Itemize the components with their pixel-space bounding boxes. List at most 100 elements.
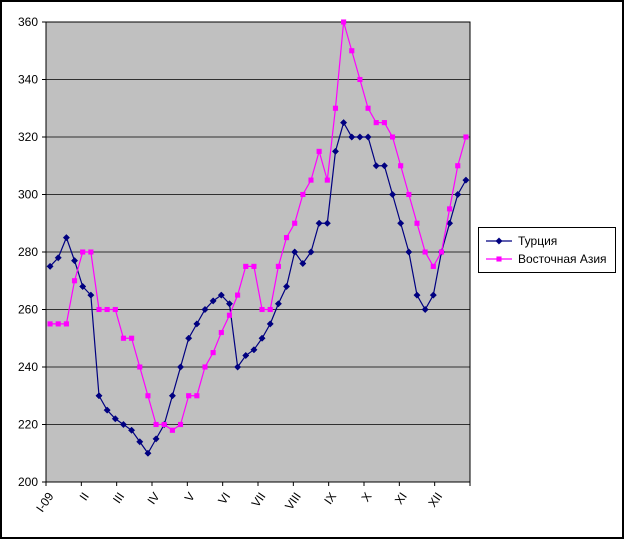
- data-point-marker: [348, 133, 356, 141]
- data-point-marker: [307, 248, 315, 256]
- data-point-marker: [430, 263, 436, 269]
- y-axis-label: 320: [18, 130, 38, 144]
- data-point-marker: [161, 421, 167, 428]
- data-point-marker: [209, 297, 217, 305]
- data-point-marker: [455, 163, 461, 169]
- y-axis-label: 280: [18, 245, 38, 259]
- data-point-marker: [422, 249, 428, 255]
- data-point-marker: [413, 291, 421, 299]
- data-point-marker: [46, 262, 54, 270]
- data-point-marker: [87, 291, 95, 299]
- series-0-line: [49, 121, 467, 455]
- data-point-marker: [274, 300, 282, 308]
- data-point-marker: [462, 176, 470, 184]
- data-point-marker: [71, 278, 78, 284]
- data-point-marker: [218, 329, 224, 336]
- data-point-marker: [341, 19, 347, 25]
- data-point-marker: [168, 392, 176, 400]
- y-axis-label: 200: [18, 475, 38, 489]
- data-point-marker: [414, 220, 420, 226]
- data-point-marker: [292, 220, 298, 226]
- data-point-marker: [463, 134, 469, 140]
- data-point-marker: [63, 321, 69, 327]
- data-point-marker: [275, 263, 281, 269]
- data-point-marker: [225, 300, 234, 308]
- data-point-marker: [299, 259, 307, 268]
- x-axis-label: III: [110, 490, 127, 506]
- data-point-marker: [47, 321, 53, 327]
- data-point-marker: [242, 351, 250, 360]
- data-point-marker: [70, 257, 79, 265]
- x-axis-label: VII: [249, 490, 269, 510]
- data-point-marker: [145, 393, 151, 399]
- data-point-marker: [388, 190, 397, 199]
- y-axis-label: 360: [18, 15, 38, 29]
- data-point-marker: [380, 162, 388, 170]
- data-point-marker: [226, 312, 233, 318]
- data-point-marker: [234, 363, 242, 371]
- data-point-marker: [332, 105, 339, 111]
- data-point-marker: [201, 305, 209, 314]
- data-point-marker: [152, 435, 160, 443]
- data-point-marker: [365, 105, 371, 111]
- data-point-marker: [62, 234, 70, 242]
- data-point-marker: [323, 219, 331, 227]
- data-point-marker: [398, 163, 404, 169]
- data-point-marker: [340, 119, 348, 127]
- data-point-marker: [421, 305, 429, 314]
- data-point-marker: [266, 320, 274, 328]
- data-point-marker: [454, 190, 462, 199]
- y-axis-label: 260: [18, 303, 38, 317]
- data-point-marker: [129, 335, 135, 341]
- legend-label-east-asia: Восточная Азия: [518, 252, 607, 266]
- data-point-marker: [217, 291, 225, 299]
- data-point-marker: [316, 148, 322, 154]
- series-0: [46, 119, 470, 457]
- data-point-marker: [137, 364, 143, 370]
- data-point-marker: [54, 254, 62, 262]
- legend-item-turkey[interactable]: Турция: [485, 234, 607, 248]
- y-axis-label: 220: [18, 418, 38, 432]
- data-point-marker: [259, 306, 265, 313]
- data-point-marker: [291, 248, 299, 256]
- data-point-marker: [104, 306, 110, 313]
- data-point-marker: [495, 237, 503, 245]
- data-point-marker: [185, 334, 193, 342]
- data-point-marker: [169, 427, 175, 433]
- data-point-marker: [496, 256, 502, 262]
- data-point-marker: [258, 334, 266, 342]
- data-point-marker: [349, 48, 355, 54]
- x-axis-label: V: [182, 490, 198, 505]
- data-point-marker: [55, 321, 61, 327]
- data-point-marker: [308, 177, 314, 183]
- series-1-line: [50, 21, 467, 431]
- data-point-marker: [120, 335, 127, 341]
- data-point-marker: [267, 306, 273, 313]
- data-point-marker: [364, 133, 372, 141]
- data-point-marker: [79, 282, 87, 291]
- data-point-marker: [95, 392, 103, 400]
- data-point-marker: [88, 249, 94, 255]
- x-axis-label: X: [358, 490, 374, 505]
- data-point-marker: [282, 282, 291, 291]
- data-point-marker: [331, 147, 340, 155]
- data-point-marker: [119, 420, 128, 429]
- data-point-marker: [357, 76, 363, 83]
- east-asia-series-marker-icon: [486, 256, 512, 262]
- x-axis-label: II: [77, 490, 92, 503]
- legend-item-east-asia[interactable]: Восточная Азия: [485, 252, 607, 266]
- x-axis-label: XI: [392, 490, 410, 507]
- data-point-marker: [210, 350, 216, 356]
- data-point-marker: [429, 291, 437, 299]
- y-axis-label: 300: [18, 188, 38, 202]
- y-axis-label: 240: [18, 360, 38, 374]
- data-point-marker: [112, 306, 118, 313]
- x-axis-label: I-09: [33, 489, 57, 514]
- data-point-marker: [372, 162, 380, 170]
- x-axis-label: IV: [145, 490, 163, 507]
- data-point-marker: [243, 263, 249, 269]
- data-point-marker: [389, 134, 396, 140]
- x-axis-label: IX: [321, 490, 339, 507]
- data-point-marker: [438, 249, 445, 255]
